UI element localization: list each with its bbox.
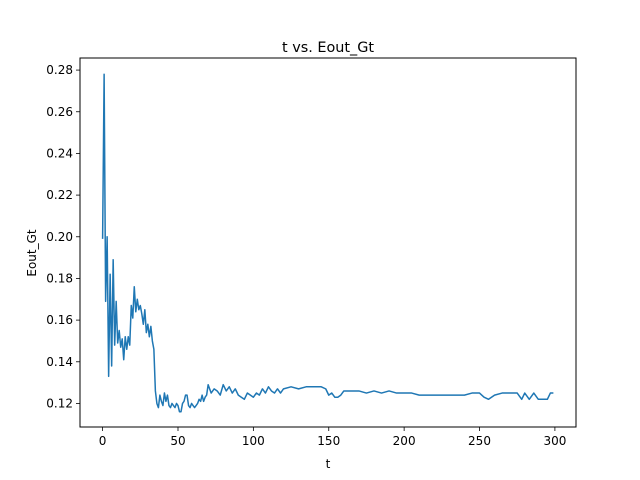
x-tick-label: 150 (317, 434, 340, 448)
y-tick-label: 0.14 (46, 355, 73, 369)
series-line-0 (101, 73, 554, 413)
x-tick-label: 50 (170, 434, 185, 448)
y-axis-label: Eout_Gt (25, 229, 39, 277)
y-tick-label: 0.12 (46, 396, 73, 410)
x-tick-label: 250 (468, 434, 491, 448)
y-tick-label: 0.26 (46, 105, 73, 119)
plot-area (101, 73, 554, 413)
y-tick-label: 0.24 (46, 146, 73, 160)
chart-title: t vs. Eout_Gt (282, 40, 374, 56)
y-tick-label: 0.22 (46, 188, 73, 202)
x-tick-label: 0 (99, 434, 107, 448)
x-axis: 0 50 100 150 200 250 300 (99, 427, 566, 448)
y-tick-label: 0.16 (46, 313, 73, 327)
x-axis-label: t (326, 457, 331, 471)
y-axis: 0.12 0.14 0.16 0.18 0.20 0.22 0.24 0.26 0.28 (46, 63, 80, 410)
y-tick-label: 0.18 (46, 271, 73, 285)
x-tick-label: 100 (242, 434, 265, 448)
y-tick-label: 0.28 (46, 63, 73, 77)
x-tick-label: 300 (543, 434, 566, 448)
x-tick-label: 200 (393, 434, 416, 448)
y-tick-label: 0.20 (46, 230, 73, 244)
plot-frame (79, 57, 577, 428)
